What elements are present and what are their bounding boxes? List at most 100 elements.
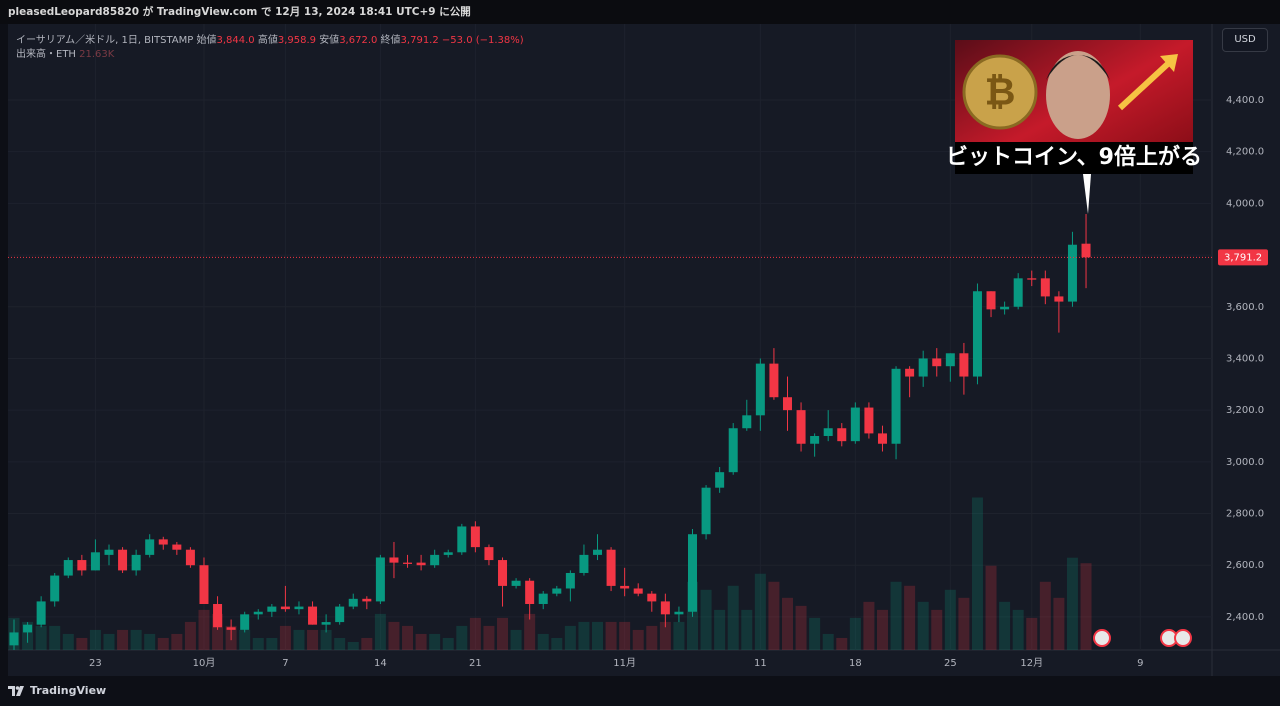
- x-tick-label: 12月: [1020, 657, 1043, 669]
- logo: [8, 685, 24, 696]
- volume-bar: [212, 613, 224, 650]
- event-icon[interactable]: [1093, 629, 1111, 647]
- open-value: 3,844.0: [216, 35, 255, 46]
- open-label: 始値: [196, 35, 217, 46]
- candle-body: [593, 549, 603, 555]
- candle-body: [1000, 306, 1010, 310]
- candle-body: [674, 611, 684, 615]
- volume-bar: [605, 621, 617, 650]
- candle-body: [918, 358, 928, 377]
- coin-symbol: ₿: [985, 70, 1016, 114]
- volume-bar: [754, 573, 766, 650]
- y-tick-label: 2,800.0: [1226, 509, 1264, 520]
- thumbnail[interactable]: ₿ ビットコイン、9倍上がる: [946, 40, 1202, 214]
- change-value: −53.0 (−1.38%): [441, 35, 524, 46]
- candle-body: [959, 353, 969, 377]
- symbol[interactable]: イーサリアム／米ドル, 1日, BITSTAMP: [16, 35, 194, 46]
- volume-bar: [700, 589, 712, 650]
- volume-bar: [795, 605, 807, 650]
- volume-bar: [646, 625, 658, 650]
- candle-body: [498, 560, 508, 586]
- volume-bar: [510, 629, 522, 650]
- volume-bar: [483, 625, 495, 650]
- face: [1046, 51, 1110, 139]
- volume-bar: [1026, 617, 1038, 650]
- candle-body: [430, 554, 440, 566]
- volume-bar: [944, 589, 956, 650]
- candle-body: [484, 547, 494, 561]
- arrow: [1117, 57, 1175, 111]
- candle-body: [226, 627, 236, 630]
- volume-bar: [849, 617, 861, 650]
- x-tick-label: 18: [849, 658, 862, 669]
- volume-bar: [103, 633, 115, 650]
- top-bar: [0, 0, 1280, 24]
- volume-bar: [198, 609, 210, 650]
- volume-bar: [1039, 581, 1051, 650]
- footer-brand: TradingView: [30, 684, 107, 697]
- x-tick-label: 25: [944, 658, 957, 669]
- candle-body: [728, 428, 738, 473]
- candle-body: [620, 585, 630, 589]
- candle-body: [470, 526, 480, 548]
- candle-body: [945, 353, 955, 367]
- volume-bar: [144, 633, 156, 650]
- candle-body: [63, 560, 73, 576]
- volume-bar: [971, 497, 983, 650]
- candle-body: [1040, 278, 1050, 297]
- volume-bar: [904, 585, 916, 650]
- candle-body: [1081, 243, 1091, 258]
- candle-body: [443, 552, 453, 555]
- volume-bar: [293, 629, 305, 650]
- hair: [1046, 55, 1110, 80]
- candle-body: [647, 593, 657, 602]
- x-tick-label: 11: [754, 658, 767, 669]
- volume-bar: [578, 621, 590, 650]
- candle-body: [796, 410, 806, 444]
- candle-body: [877, 433, 887, 444]
- y-tick-label: 2,400.0: [1226, 612, 1264, 623]
- volume-bar: [781, 597, 793, 650]
- volume-bar: [239, 629, 251, 650]
- event-icons: [1093, 629, 1192, 647]
- candle-body: [23, 624, 33, 633]
- volume-bar: [388, 621, 400, 650]
- candle-body: [294, 606, 304, 610]
- volume-bar: [49, 625, 61, 650]
- candle-body: [172, 544, 182, 550]
- volume-bar: [1053, 597, 1065, 650]
- candle-body: [511, 580, 521, 586]
- candle-body: [633, 588, 643, 594]
- candle-body: [335, 606, 345, 623]
- volume-bar: [184, 621, 196, 650]
- candle-body: [457, 526, 467, 553]
- y-tick-label: 3,200.0: [1226, 405, 1264, 416]
- volume-bar: [347, 641, 359, 650]
- candle-body: [348, 598, 358, 607]
- candle-body: [1054, 296, 1064, 302]
- volume-bar: [117, 629, 129, 650]
- volume-bar: [171, 633, 183, 650]
- candle-body: [185, 549, 195, 566]
- footer: TradingView: [8, 684, 106, 697]
- candle-body: [606, 549, 616, 586]
- volume-bar: [876, 609, 888, 650]
- volume-bar: [157, 637, 169, 650]
- volume-bar: [863, 601, 875, 650]
- thumbnail-caption: ビットコイン、9倍上がる: [946, 144, 1202, 170]
- candle-body: [308, 606, 318, 625]
- volume-bar: [673, 621, 685, 650]
- currency-button[interactable]: USD: [1222, 28, 1268, 52]
- candle-body: [213, 603, 223, 628]
- candle-body: [389, 557, 399, 563]
- candle-body: [972, 291, 982, 377]
- volume-bar: [402, 625, 414, 650]
- volume-bar: [809, 617, 821, 650]
- volume-bar: [497, 617, 509, 650]
- event-icon[interactable]: [1174, 629, 1192, 647]
- candle-body: [403, 562, 413, 564]
- candle-body: [986, 291, 996, 310]
- y-tick-label: 3,600.0: [1226, 302, 1264, 313]
- low-label: 安値: [319, 35, 340, 46]
